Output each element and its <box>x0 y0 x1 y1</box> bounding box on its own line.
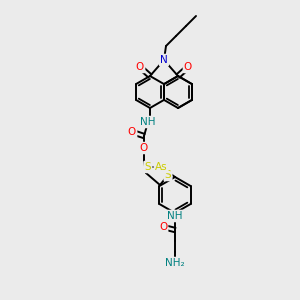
Text: O: O <box>136 62 144 72</box>
Text: O: O <box>184 62 192 72</box>
Text: NH: NH <box>167 211 183 221</box>
Text: As: As <box>155 162 167 172</box>
Text: O: O <box>140 143 148 153</box>
Text: S: S <box>165 170 171 180</box>
Text: NH: NH <box>140 117 156 127</box>
Text: N: N <box>160 55 168 65</box>
Text: O: O <box>128 127 136 137</box>
Text: S: S <box>145 162 151 172</box>
Text: O: O <box>159 222 167 232</box>
Text: NH₂: NH₂ <box>165 258 185 268</box>
